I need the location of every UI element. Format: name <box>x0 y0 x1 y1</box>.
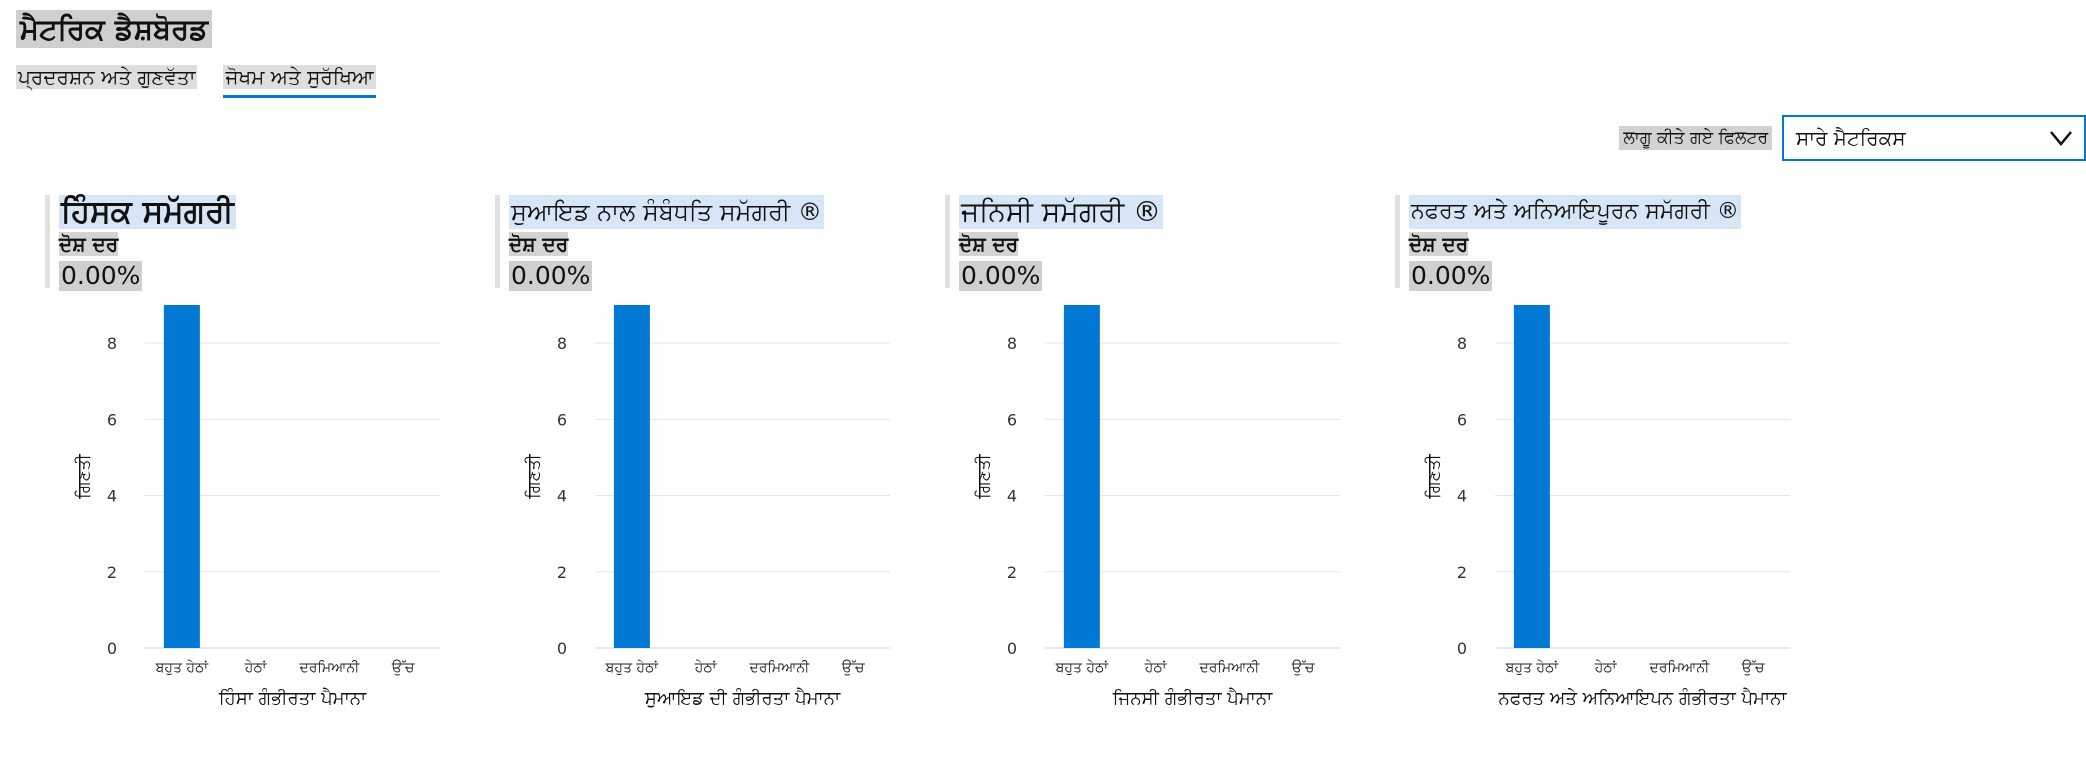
card-subtitle-text: ਦੋਸ਼ ਦਰ <box>1409 232 1469 256</box>
bar-chart: 0 2 4 6 8 ਬਹੁਤ ਹੇਠਾਂ ਹੇਠਾਂ ਦਰਮਿਆਨੀ ਉੱਚ ਗਿਣਤੀ ਨਫਰਤ … <box>1424 305 1790 709</box>
chart-card-violent: ਹਿੰਸਕ ਸਮੱਗਰੀ ਦੋਸ਼ ਦਰ 0.00% 0 2 4 6 8 ਬਹੁਤ ਹੇਠ… <box>45 190 485 730</box>
card-title: ਸੁਆਇਡ ਨਾਲ ਸੰਬੰਧਤਿ ਸਮੱਗਰੀ ® <box>509 195 824 229</box>
defect-rate-value: 0.00% <box>59 261 143 291</box>
bar-chart: 0 2 4 6 8 ਬਹੁਤ ਹੇਠਾਂ ਹੇਠਾਂ ਦਰਮਿਆਨੀ ਉੱਚ ਗਿਣਤੀ ਸੁਆਇਡ… <box>524 305 890 709</box>
card-title: ਜਨਿਸੀ ਸਮੱਗਰੀ ® <box>959 195 1164 229</box>
defect-rate-value: 0.00% <box>509 261 593 291</box>
y-tick-label: 8 <box>1007 334 1017 353</box>
y-tick-label: 8 <box>1457 334 1467 353</box>
y-axis-label: ਗਿਣਤੀ <box>974 453 994 499</box>
filter-area: ਲਾਗੂ ਕੀਤੇ ਗਏ ਫਿਲਟਰ ਸਾਰੇ ਮੈਟਰਿਕਸ <box>1619 115 2086 161</box>
filter-selected-value: ਸਾਰੇ ਮੈਟਰਿਕਸ <box>1796 126 1906 150</box>
bar[interactable] <box>613 305 650 648</box>
y-tick-label: 8 <box>107 334 117 353</box>
y-axis-label: ਗਿਣਤੀ <box>1424 453 1444 499</box>
chart-card-hate-unfairness: ਨਫਰਤ ਅਤੇ ਅਨਿਆਇਪੂਰਨ ਸਮੱਗਰੀ ® ਦੋਸ਼ ਦਰ 0.00… <box>1395 190 1835 730</box>
tab-performance-quality[interactable]: ਪ੍ਰਦਰਸ਼ਨ ਅਤੇ ਗੁਣਵੱਤਾ <box>16 62 198 98</box>
card-header: ਸੁਆਇਡ ਨਾਲ ਸੰਬੰਧਤਿ ਸਮੱਗਰੀ ® ਦੋਸ਼ ਦਰ 0.00% <box>495 195 824 291</box>
y-tick-label: 0 <box>1457 639 1467 658</box>
y-tick-label: 4 <box>557 487 567 506</box>
y-tick-label: 4 <box>1007 487 1017 506</box>
x-tick-label: ਬਹੁਤ ਹੇਠਾਂ <box>1505 660 1560 676</box>
x-tick-label: ਉੱਚ <box>1741 660 1765 676</box>
y-tick-label: 0 <box>107 639 117 658</box>
card-header: ਹਿੰਸਕ ਸਮੱਗਰੀ ਦੋਸ਼ ਦਰ 0.00% <box>45 194 236 291</box>
y-tick-label: 2 <box>1457 563 1467 582</box>
y-tick-label: 0 <box>557 639 567 658</box>
tab-label: ਜੋਖਮ ਅਤੇ ਸੁਰੱਖਿਆ <box>223 65 376 89</box>
page-title: ਮੈਟਰਿਕ ਡੈਸ਼ਬੋਰਡ <box>16 10 212 48</box>
x-tick-label: ਬਹੁਤ ਹੇਠਾਂ <box>155 660 210 676</box>
chart-card-sexual: ਜਨਿਸੀ ਸਮੱਗਰੀ ® ਦੋਸ਼ ਦਰ 0.00% 0 2 4 6 8 ਬਹੁਤ ਹ… <box>945 190 1385 730</box>
card-title: ਹਿੰਸਕ ਸਮੱਗਰੀ <box>59 194 236 230</box>
y-tick-label: 6 <box>557 410 567 429</box>
bar[interactable] <box>1513 305 1550 648</box>
y-tick-label: 2 <box>1007 563 1017 582</box>
x-tick-label: ਦਰਮਿਆਨੀ <box>1648 660 1710 676</box>
metrics-filter-dropdown[interactable]: ਸਾਰੇ ਮੈਟਰਿਕਸ <box>1782 115 2086 161</box>
tab-risk-safety[interactable]: ਜੋਖਮ ਅਤੇ ਸੁਰੱਖਿਆ <box>223 62 376 98</box>
tab-bar: ਪ੍ਰਦਰਸ਼ਨ ਅਤੇ ਗੁਣਵੱਤਾ ਜੋਖਮ ਅਤੇ ਸੁਰੱਖਿਆ <box>16 62 376 98</box>
x-tick-label: ਉੱਚ <box>841 660 865 676</box>
x-tick-label: ਹੇਠਾਂ <box>244 660 268 676</box>
y-tick-label: 6 <box>107 410 117 429</box>
x-tick-label: ਬਹੁਤ ਹੇਠਾਂ <box>605 660 660 676</box>
bar-chart: 0 2 4 6 8 ਬਹੁਤ ਹੇਠਾਂ ਹੇਠਾਂ ਦਰਮਿਆਨੀ ਉੱਚ ਗਿਣਤੀ ਜਿਨਸੀ… <box>974 305 1340 709</box>
x-tick-label: ਹੇਠਾਂ <box>1594 660 1618 676</box>
x-tick-label: ਬਹੁਤ ਹੇਠਾਂ <box>1055 660 1110 676</box>
y-tick-label: 4 <box>1457 487 1467 506</box>
x-tick-label: ਹੇਠਾਂ <box>1144 660 1168 676</box>
y-tick-label: 8 <box>557 334 567 353</box>
card-header: ਜਨਿਸੀ ਸਮੱਗਰੀ ® ਦੋਸ਼ ਦਰ 0.00% <box>945 195 1164 291</box>
x-tick-label: ਉੱਚ <box>1291 660 1315 676</box>
card-title: ਨਫਰਤ ਅਤੇ ਅਨਿਆਇਪੂਰਨ ਸਮੱਗਰੀ ® <box>1409 195 1741 229</box>
y-tick-label: 0 <box>1007 639 1017 658</box>
y-axis-label: ਗਿਣਤੀ <box>74 453 94 499</box>
x-axis-label: ਸੁਆਇਡ ਦੀ ਗੰਭੀਰਤਾ ਪੈਮਾਨਾ <box>644 688 841 709</box>
x-tick-label: ਹੇਠਾਂ <box>694 660 718 676</box>
chart-card-self-harm: ਸੁਆਇਡ ਨਾਲ ਸੰਬੰਧਤਿ ਸਮੱਗਰੀ ® ਦੋਸ਼ ਦਰ 0.00%… <box>495 190 935 730</box>
card-subtitle: ਦੋਸ਼ ਦਰ <box>509 231 824 257</box>
filter-label: ਲਾਗੂ ਕੀਤੇ ਗਏ ਫਿਲਟਰ <box>1619 126 1772 150</box>
card-subtitle: ਦੋਸ਼ ਦਰ <box>959 231 1163 257</box>
y-axis-label: ਗਿਣਤੀ <box>524 453 544 499</box>
x-tick-label: ਦਰਮਿਆਨੀ <box>748 660 810 676</box>
y-tick-label: 4 <box>107 487 117 506</box>
y-tick-label: 2 <box>557 563 567 582</box>
x-axis-label: ਨਫਰਤ ਅਤੇ ਅਨਿਆਇਪਨ ਗੰਭੀਰਤਾ ਪੈਮਾਨਾ <box>1498 688 1788 709</box>
chevron-down-icon <box>2050 131 2072 146</box>
card-subtitle-text: ਦੋਸ਼ ਦਰ <box>509 232 569 256</box>
y-tick-label: 6 <box>1007 410 1017 429</box>
x-axis-label: ਹਿੰਸਾ ਗੰਭੀਰਤਾ ਪੈਮਾਨਾ <box>218 688 367 709</box>
card-subtitle-text: ਦੋਸ਼ ਦਰ <box>959 232 1019 256</box>
x-axis-label: ਜਿਨਸੀ ਗੰਭੀਰਤਾ ਪੈਮਾਨਾ <box>1112 688 1273 709</box>
card-subtitle-text: ਦੋਸ਼ ਦਰ <box>59 232 119 256</box>
card-header: ਨਫਰਤ ਅਤੇ ਅਨਿਆਇਪੂਰਨ ਸਮੱਗਰੀ ® ਦੋਸ਼ ਦਰ 0.00… <box>1395 195 1741 291</box>
x-tick-label: ਦਰਮਿਆਨੀ <box>298 660 360 676</box>
defect-rate-value: 0.00% <box>1409 261 1493 291</box>
x-tick-label: ਦਰਮਿਆਨੀ <box>1198 660 1260 676</box>
tab-label: ਪ੍ਰਦਰਸ਼ਨ ਅਤੇ ਗੁਣਵੱਤਾ <box>16 65 198 89</box>
defect-rate-value: 0.00% <box>959 261 1043 291</box>
bar[interactable] <box>163 305 200 648</box>
x-tick-label: ਉੱਚ <box>391 660 415 676</box>
card-subtitle: ਦੋਸ਼ ਦਰ <box>59 231 236 257</box>
y-tick-label: 2 <box>107 563 117 582</box>
card-subtitle: ਦੋਸ਼ ਦਰ <box>1409 231 1741 257</box>
bar-chart: 0 2 4 6 8 ਬਹੁਤ ਹੇਠਾਂ ਹੇਠਾਂ ਦਰਮਿਆਨੀ ਉੱਚ ਗਿਣਤੀ ਹਿੰਸਾ… <box>74 305 440 709</box>
y-tick-label: 6 <box>1457 410 1467 429</box>
bar[interactable] <box>1063 305 1100 648</box>
